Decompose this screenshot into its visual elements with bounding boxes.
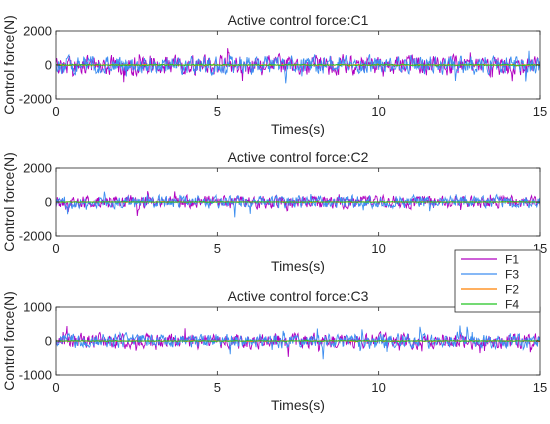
y-tick-label: 2000 [23, 24, 52, 39]
x-tick-label: 0 [52, 380, 59, 395]
x-tick-label: 10 [371, 380, 385, 395]
legend-label-f3: F3 [505, 268, 519, 282]
x-tick-label: 10 [371, 104, 385, 119]
chart-title: Active control force:C2 [228, 149, 369, 165]
chart-title: Active control force:C1 [228, 12, 369, 28]
series-line-f4 [56, 63, 540, 67]
y-axis-label: Control force(N) [1, 152, 17, 252]
series-line-f3 [56, 50, 540, 84]
y-tick-label: -2000 [19, 92, 52, 107]
y-tick-label: 2000 [23, 161, 52, 176]
y-tick-label: 1000 [23, 300, 52, 315]
x-tick-label: 15 [533, 104, 547, 119]
series-line-f3 [56, 325, 540, 360]
y-tick-label: -1000 [19, 368, 52, 383]
x-axis-label: Times(s) [271, 258, 325, 274]
y-tick-label: 0 [45, 58, 52, 73]
x-axis-label: Times(s) [271, 121, 325, 137]
x-tick-label: 5 [214, 380, 221, 395]
x-tick-label: 0 [52, 241, 59, 256]
series-line-f4 [56, 339, 540, 343]
legend-label-f1: F1 [505, 253, 519, 267]
x-axis-label: Times(s) [271, 397, 325, 413]
legend-label-f2: F2 [505, 283, 519, 297]
y-tick-label: 0 [45, 334, 52, 349]
series-line-f1 [56, 325, 540, 357]
series-line-f4 [56, 200, 540, 204]
legend-box [454, 249, 541, 313]
series-line-f3 [56, 191, 540, 218]
x-tick-label: 15 [533, 380, 547, 395]
chart-title: Active control force:C3 [228, 288, 369, 304]
x-tick-label: 5 [214, 241, 221, 256]
x-tick-label: 10 [371, 241, 385, 256]
y-axis-label: Control force(N) [1, 15, 17, 115]
y-axis-label: Control force(N) [1, 291, 17, 391]
y-tick-label: 0 [45, 195, 52, 210]
legend-label-f4: F4 [505, 298, 519, 312]
x-tick-label: 0 [52, 104, 59, 119]
y-tick-label: -2000 [19, 229, 52, 244]
x-tick-label: 5 [214, 104, 221, 119]
